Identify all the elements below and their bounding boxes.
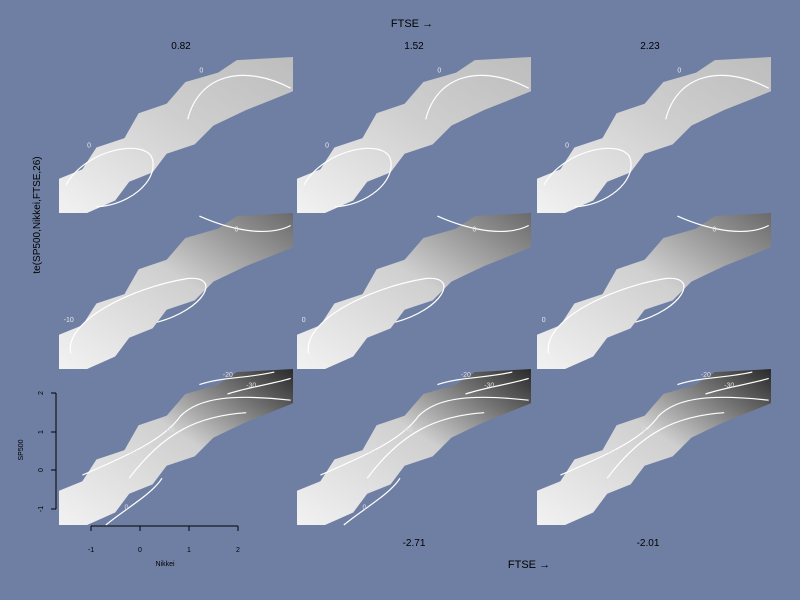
contour-line [307,277,445,354]
contour-label: 0 [87,143,91,150]
contour-line [560,396,769,476]
contour-label: -20 [701,372,711,379]
contour-label: -20 [223,372,233,379]
top-ftse-label: FTSE → [391,18,433,30]
contour-label: -20 [461,372,471,379]
contour-line [65,147,154,208]
contour-line [82,396,291,476]
contour-line [303,147,392,208]
heat-band [537,213,771,369]
contour-line [227,377,291,395]
contour-label: -10 [367,450,377,457]
contour-label: -30 [246,383,256,390]
contour-label: -40 [164,426,174,433]
heat-band [59,213,293,369]
contour-label: 0 [437,68,441,75]
panel-label-bottom-3: -2.01 [637,538,660,549]
contour-line [105,477,163,526]
axes-layer [51,392,239,531]
heat-band [297,369,531,525]
contour-label: 0 [473,227,477,234]
contour-label: 0 [642,426,646,433]
heat-band [59,57,293,213]
y-tick-label: 2 [38,391,45,395]
contour-label: 0 [363,504,367,511]
contour-label: 0 [542,317,546,324]
contour-line [199,215,291,232]
panel-2-0: -10 -20 -30 -40 0 [59,369,293,526]
contour-line [606,412,725,479]
x-tick-label: -1 [88,547,94,554]
panel-1-2: 00 [537,213,771,369]
heat-band [537,369,771,525]
contour-label: 0 [199,68,203,75]
contour-label: 0 [125,504,129,511]
contour-line [199,371,275,386]
labels-layer: FTSE → FTSE → te(SP500,Nikkei,FTSE,26) 0… [32,18,660,571]
contour-label: 0 [713,227,717,234]
panel-label-bottom-2: -2.71 [403,538,426,549]
y-tick-label: 1 [38,430,45,434]
contour-label: 0 [677,68,681,75]
contour-line [187,74,291,120]
axis-text-layer: -1 0 1 2 Nikkei 2 1 0 -1 SP500 [18,391,240,568]
y-axis-title: te(SP500,Nikkei,FTSE,26) [32,156,43,273]
y-tick-label: 0 [38,468,45,472]
contour-line [128,412,247,479]
heat-band [297,57,531,213]
contour-label: 0 [235,227,239,234]
panel-2-1: -10 -20 -30 -40 0 [297,369,531,526]
x-tick-label: 1 [187,547,191,554]
contour-label: -10 [607,450,617,457]
contour-line [69,277,207,354]
panel-0-2: 00 [537,57,771,213]
contour-label: -30 [484,383,494,390]
contour-label: 0 [302,317,306,324]
heat-band [537,57,771,213]
contour-line [677,215,769,232]
panel-label-top-1: 0.82 [171,41,191,52]
contour-label: -30 [724,383,734,390]
contour-line [320,396,529,476]
contour-line [677,371,753,386]
contour-line [705,377,769,395]
panel-2-2: -10 -20 -30 0 [537,369,771,525]
contour-line [343,477,401,526]
x-tick-label: 2 [236,547,240,554]
y-axis-label: SP500 [18,439,25,460]
panels-layer: 000000-1000000-10-20-30-400-10-20-30-400… [59,57,771,526]
contour-label: 0 [325,143,329,150]
contour-label: -10 [64,317,74,324]
panel-label-top-2: 1.52 [404,41,424,52]
heat-band [59,369,293,525]
panel-1-0: -10 0 [59,213,293,369]
x-axis-label: Nikkei [155,561,175,568]
contour-line [665,74,769,120]
x-tick-label: 0 [138,547,142,554]
contour-label: -40 [402,426,412,433]
panel-1-1: 00 [297,213,531,369]
contour-label: -10 [129,450,139,457]
contour-line [366,412,485,479]
panel-0-1: 00 [297,57,531,213]
panel-0-0: 00 [59,57,293,213]
contour-line [425,74,529,120]
y-tick-label: -1 [38,506,45,512]
panel-label-top-3: 2.23 [640,41,660,52]
contour-line [465,377,529,395]
contour-line [437,371,513,386]
bottom-ftse-label: FTSE → [508,559,550,571]
heat-band [297,213,531,369]
contour-line [547,277,685,354]
contour-line [437,215,529,232]
contour-label: 0 [565,143,569,150]
contour-line [543,147,632,208]
